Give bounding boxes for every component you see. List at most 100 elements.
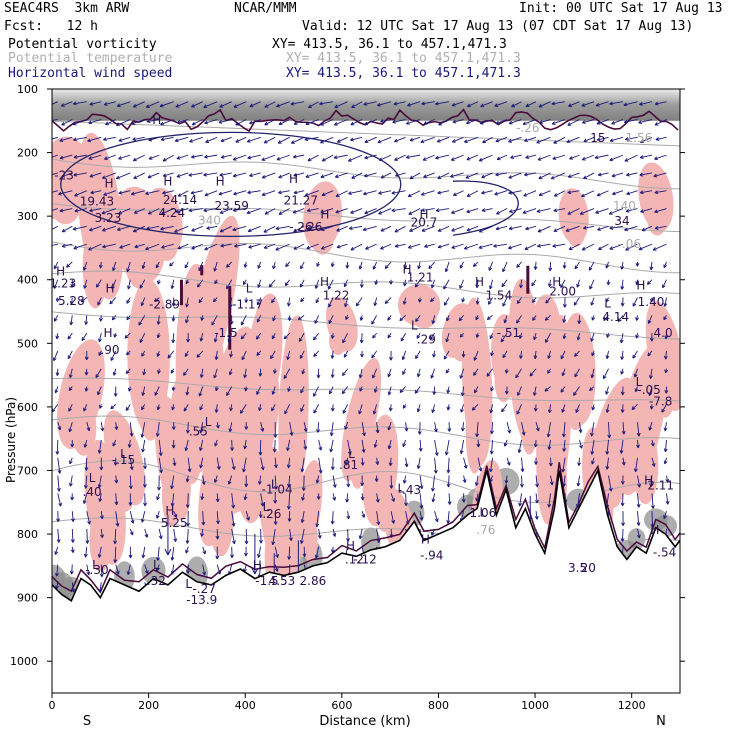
contour-label: -1.23 <box>45 276 76 290</box>
wind-vector <box>665 475 670 483</box>
wind-vector <box>286 493 291 510</box>
wind-vector <box>126 297 131 304</box>
wind-vector <box>235 136 247 143</box>
wind-vector <box>336 225 348 232</box>
wind-vector <box>459 368 465 379</box>
wind-vector <box>461 422 465 432</box>
wind-vector <box>59 136 73 142</box>
wind-vector <box>524 136 537 143</box>
wind-vector <box>264 208 276 215</box>
contour-label: L <box>604 297 611 311</box>
wind-vector <box>620 493 625 507</box>
wind-vector <box>647 315 653 324</box>
wind-vector <box>292 208 305 214</box>
wind-vector <box>409 136 421 142</box>
contour-label: H <box>105 281 114 295</box>
wind-vector <box>430 368 436 379</box>
contour-label: 4.53 <box>269 574 296 588</box>
wind-vector <box>636 439 640 449</box>
wind-vector <box>605 386 609 395</box>
wind-vector <box>111 279 117 290</box>
wind-vector <box>525 154 537 159</box>
theta-contour <box>52 311 680 340</box>
wind-vector <box>199 333 204 342</box>
contour-label: 4.24 <box>158 206 185 220</box>
wind-vector <box>112 261 117 272</box>
pv-positive-region <box>280 423 298 521</box>
wind-vector <box>167 350 175 359</box>
contour-label: H <box>216 175 225 189</box>
wind-vector <box>263 136 276 144</box>
wind-vector <box>74 190 87 197</box>
wind-vector <box>510 154 522 159</box>
wind-vector <box>257 279 262 288</box>
wind-vector <box>502 350 508 359</box>
wind-vector <box>359 315 364 321</box>
wind-vector <box>130 190 145 196</box>
wind-vector <box>364 154 377 160</box>
wind-vector <box>443 279 450 290</box>
wind-vector <box>373 297 378 307</box>
wind-vector <box>375 457 380 466</box>
wind-vector <box>620 386 625 396</box>
wind-vector <box>374 279 379 285</box>
wind-vector <box>184 350 189 358</box>
wind-vector <box>609 225 624 230</box>
wind-vector <box>611 172 624 178</box>
wind-vector <box>508 190 522 195</box>
wind-vector <box>185 386 190 396</box>
wind-vector <box>458 315 464 322</box>
contour-label: 4.0 <box>654 326 673 340</box>
wind-vector <box>447 493 452 505</box>
wind-vector <box>605 439 610 455</box>
wind-vector <box>319 101 334 106</box>
wind-vector <box>638 243 653 251</box>
wind-vector <box>430 297 435 303</box>
wind-vector <box>100 422 105 432</box>
wind-vector <box>188 208 203 213</box>
wind-vector <box>395 172 406 177</box>
wind-vector <box>452 190 464 196</box>
wind-vector <box>475 279 480 289</box>
wind-vector <box>305 172 319 179</box>
wind-vector <box>344 422 349 430</box>
wind-vector <box>216 511 220 525</box>
wind-vector <box>274 475 278 490</box>
wind-vector <box>101 225 116 232</box>
wind-vector <box>112 368 117 376</box>
wind-vector <box>547 368 551 374</box>
wind-vector <box>308 101 319 108</box>
wind-vector <box>596 119 609 125</box>
contour-label: 3.23 <box>95 211 122 225</box>
wind-vector <box>652 243 667 251</box>
wind-vector <box>82 261 88 271</box>
contour-label: -.15 <box>112 453 135 467</box>
wind-vector <box>360 350 364 358</box>
wind-vector <box>371 315 378 325</box>
wind-vector <box>581 243 595 251</box>
wind-vector <box>173 510 178 518</box>
wind-vector <box>389 475 394 489</box>
wind-vector <box>52 172 58 176</box>
wind-vector <box>362 190 377 196</box>
wind-vector <box>263 225 276 233</box>
wind-vector <box>387 439 392 450</box>
wind-vector <box>97 475 102 489</box>
wind-vector <box>405 154 421 159</box>
wind-vector <box>203 208 218 213</box>
wind-vector <box>360 457 365 466</box>
wind-vector <box>242 279 247 286</box>
wind-vector <box>233 101 247 108</box>
wind-vector <box>198 297 204 304</box>
wind-vector <box>84 315 89 325</box>
wind-vector <box>302 546 307 557</box>
wind-vector <box>88 119 102 125</box>
wind-vector <box>132 225 145 233</box>
wind-vector <box>214 386 219 392</box>
wind-vector <box>68 404 73 412</box>
wind-vector <box>318 439 323 451</box>
wind-vector <box>486 368 493 377</box>
wind-vector <box>402 297 407 305</box>
wind-vector <box>388 404 393 412</box>
wind-vector <box>127 439 132 448</box>
